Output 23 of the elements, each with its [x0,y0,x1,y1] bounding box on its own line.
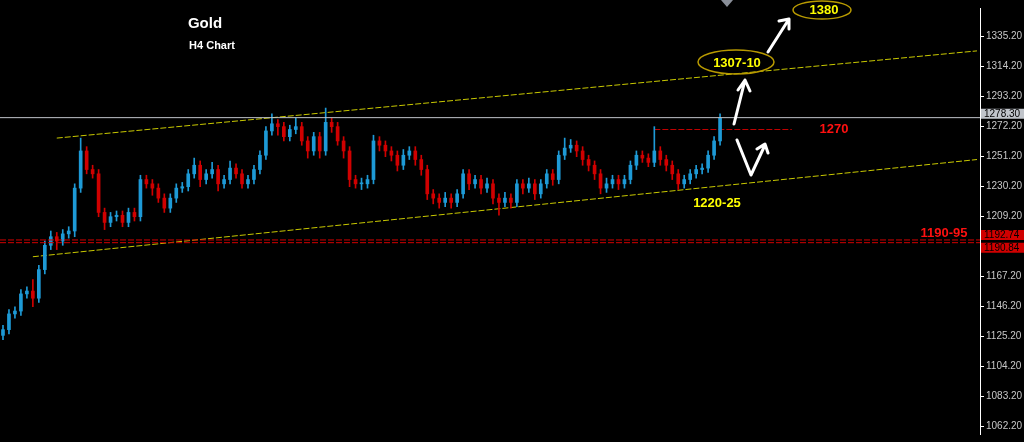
y-tick-label: 1314.20 [986,60,1023,72]
y-tick-label: 1251.20 [986,150,1023,162]
y-tick-label: 1230.20 [986,180,1023,192]
y-tick-label: 1209.20 [986,210,1023,222]
annotation: 1380 [809,1,839,17]
y-tick-label: 1062.20 [986,420,1023,432]
chart-title: Gold [187,13,223,31]
y-tick-label: 1104.20 [986,360,1022,372]
y-tick-label: 1083.20 [986,390,1023,402]
annotation: 1190-95 [920,224,968,240]
y-tick-label: 1335.20 [986,30,1023,42]
y-tick-label: 1167.20 [986,270,1022,282]
annotation: 1220-25 [693,194,741,210]
text: H4 Chart [189,39,235,51]
y-tick-label: 1293.20 [986,90,1023,102]
annotation: 1307-10 [713,54,761,70]
ref-line-label: 1190.84 [984,241,1020,253]
y-tick-label: 1146.20 [986,300,1022,312]
y-tick-label: 1272.20 [986,120,1023,132]
ref-line-label: 1278.30 [984,107,1021,119]
ref-line-label: 1192.74 [984,229,1020,241]
annotation: 1270 [819,120,849,136]
y-tick-label: 1125.20 [986,330,1022,342]
